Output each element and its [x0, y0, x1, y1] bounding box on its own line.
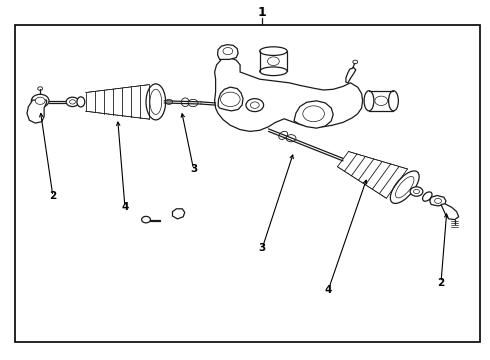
Ellipse shape: [422, 192, 432, 201]
Polygon shape: [441, 204, 459, 220]
Circle shape: [70, 100, 75, 104]
Polygon shape: [27, 100, 47, 123]
Text: 1: 1: [258, 6, 267, 19]
Circle shape: [268, 57, 279, 66]
Ellipse shape: [260, 47, 287, 55]
Polygon shape: [218, 87, 243, 111]
Circle shape: [435, 198, 441, 203]
Polygon shape: [294, 101, 333, 128]
Circle shape: [35, 97, 45, 104]
Circle shape: [353, 60, 358, 64]
Polygon shape: [346, 68, 356, 83]
Text: 3: 3: [259, 243, 266, 253]
Circle shape: [303, 106, 324, 122]
Text: 2: 2: [438, 278, 444, 288]
Circle shape: [286, 135, 296, 142]
Polygon shape: [215, 58, 363, 131]
Circle shape: [66, 97, 79, 107]
Text: 2: 2: [49, 191, 56, 201]
Bar: [15, 25, 480, 342]
Text: 4: 4: [121, 202, 129, 212]
Ellipse shape: [395, 176, 414, 198]
Circle shape: [246, 99, 264, 112]
Circle shape: [31, 94, 49, 107]
Circle shape: [414, 189, 419, 194]
Ellipse shape: [77, 97, 85, 107]
Ellipse shape: [279, 131, 288, 139]
Polygon shape: [172, 209, 185, 219]
Circle shape: [250, 102, 259, 108]
Circle shape: [220, 92, 240, 107]
Circle shape: [142, 216, 150, 223]
Ellipse shape: [181, 98, 189, 107]
Circle shape: [38, 87, 43, 90]
Ellipse shape: [260, 67, 287, 76]
Polygon shape: [430, 195, 446, 206]
Text: 3: 3: [190, 164, 197, 174]
Circle shape: [375, 96, 388, 105]
Circle shape: [166, 99, 172, 104]
Text: 4: 4: [324, 285, 332, 295]
Ellipse shape: [391, 171, 419, 203]
Ellipse shape: [364, 91, 374, 111]
Ellipse shape: [389, 91, 398, 111]
Ellipse shape: [146, 84, 166, 120]
Ellipse shape: [150, 89, 162, 114]
Polygon shape: [218, 45, 238, 59]
Circle shape: [223, 48, 233, 55]
Circle shape: [188, 99, 198, 107]
Circle shape: [410, 187, 423, 196]
